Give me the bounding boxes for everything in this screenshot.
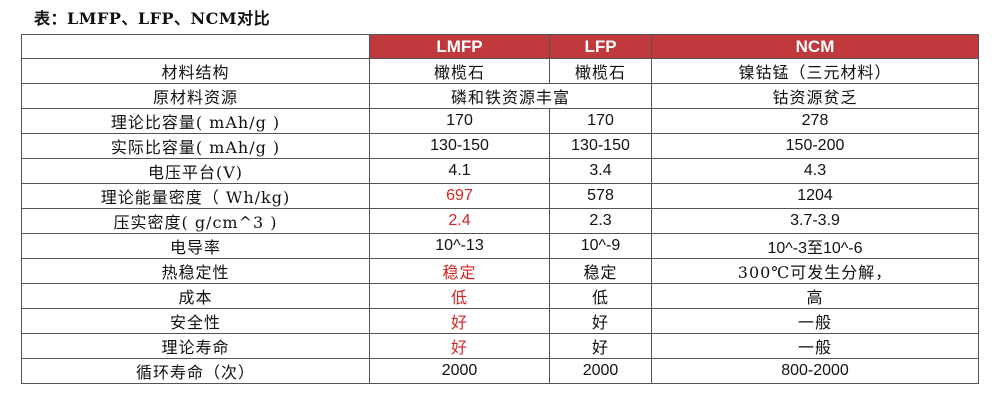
row-label: 理论比容量( mAh/g ) [21, 108, 370, 134]
lmfp-cell: 2.4 [369, 208, 550, 234]
lfp-cell: 好 [549, 308, 652, 334]
lmfp-cell: 130-150 [369, 133, 550, 159]
lfp-cell: 2.3 [549, 208, 652, 234]
row-label: 原材料资源 [21, 83, 370, 109]
header-empty-cell [21, 34, 370, 59]
lfp-cell: 130-150 [549, 133, 652, 159]
table-row: 材料结构 橄榄石 橄榄石 镍钴锰（三元材料） [21, 58, 979, 84]
ncm-cell: 300℃可发生分解， [651, 258, 979, 284]
lfp-cell: 好 [549, 333, 652, 359]
row-label: 热稳定性 [21, 258, 370, 284]
table-row: 原材料资源 磷和铁资源丰富 钴资源贫乏 [21, 83, 979, 109]
lmfp-cell: 好 [369, 333, 550, 359]
row-label: 理论寿命 [21, 333, 370, 359]
lmfp-cell: 4.1 [369, 158, 550, 184]
row-label: 成本 [21, 283, 370, 309]
lmfp-cell: 稳定 [369, 258, 550, 284]
table-row: 热稳定性 稳定 稳定 300℃可发生分解， [21, 258, 979, 284]
lmfp-lfp-merged-cell: 磷和铁资源丰富 [369, 83, 652, 109]
lmfp-cell: 橄榄石 [369, 58, 550, 84]
header-row: LMFP LFP NCM [21, 34, 979, 59]
ncm-cell: 3.7-3.9 [651, 208, 979, 234]
ncm-cell: 150-200 [651, 133, 979, 159]
table-row: 理论比容量( mAh/g ) 170 170 278 [21, 108, 979, 134]
lfp-cell: 10^-9 [549, 233, 652, 259]
lmfp-cell: 低 [369, 283, 550, 309]
lfp-cell: 稳定 [549, 258, 652, 284]
table-caption: 表：LMFP、LFP、NCM对比 [34, 9, 271, 28]
ncm-cell: 4.3 [651, 158, 979, 184]
row-label: 材料结构 [21, 58, 370, 84]
lmfp-cell: 10^-13 [369, 233, 550, 259]
table-row: 压实密度( g/cm^3 ) 2.4 2.3 3.7-3.9 [21, 208, 979, 234]
row-label: 理论能量密度（ Wh/kg) [21, 183, 370, 209]
table-row: 安全性 好 好 一般 [21, 308, 979, 334]
table-row: 成本 低 低 高 [21, 283, 979, 309]
lfp-cell: 578 [549, 183, 652, 209]
lfp-cell: 低 [549, 283, 652, 309]
lmfp-cell: 170 [369, 108, 550, 134]
lfp-cell: 3.4 [549, 158, 652, 184]
ncm-cell: 镍钴锰（三元材料） [651, 58, 979, 84]
lfp-cell: 170 [549, 108, 652, 134]
table-row: 理论能量密度（ Wh/kg) 697 578 1204 [21, 183, 979, 209]
lmfp-cell: 好 [369, 308, 550, 334]
row-label: 电压平台(V) [21, 158, 370, 184]
ncm-cell: 10^-3至10^-6 [651, 233, 979, 259]
row-label: 实际比容量( mAh/g ) [21, 133, 370, 159]
row-label: 压实密度( g/cm^3 ) [21, 208, 370, 234]
ncm-cell: 278 [651, 108, 979, 134]
row-label: 电导率 [21, 233, 370, 259]
header-ncm: NCM [651, 34, 979, 59]
ncm-cell: 一般 [651, 333, 979, 359]
row-label: 安全性 [21, 308, 370, 334]
ncm-cell: 一般 [651, 308, 979, 334]
table-row: 循环寿命（次） 2000 2000 800-2000 [21, 358, 979, 384]
table-row: 理论寿命 好 好 一般 [21, 333, 979, 359]
ncm-cell: 钴资源贫乏 [651, 83, 979, 109]
ncm-cell: 1204 [651, 183, 979, 209]
lfp-cell: 橄榄石 [549, 58, 652, 84]
row-label: 循环寿命（次） [21, 358, 370, 384]
ncm-cell: 高 [651, 283, 979, 309]
table-row: 电导率 10^-13 10^-9 10^-3至10^-6 [21, 233, 979, 259]
comparison-table: LMFP LFP NCM 材料结构 橄榄石 橄榄石 镍钴锰（三元材料） 原材料资… [21, 34, 979, 384]
header-lmfp: LMFP [369, 34, 550, 59]
lfp-cell: 2000 [549, 358, 652, 384]
lmfp-cell: 2000 [369, 358, 550, 384]
ncm-cell: 800-2000 [651, 358, 979, 384]
header-lfp: LFP [549, 34, 652, 59]
table-row: 实际比容量( mAh/g ) 130-150 130-150 150-200 [21, 133, 979, 159]
table-row: 电压平台(V) 4.1 3.4 4.3 [21, 158, 979, 184]
lmfp-cell: 697 [369, 183, 550, 209]
